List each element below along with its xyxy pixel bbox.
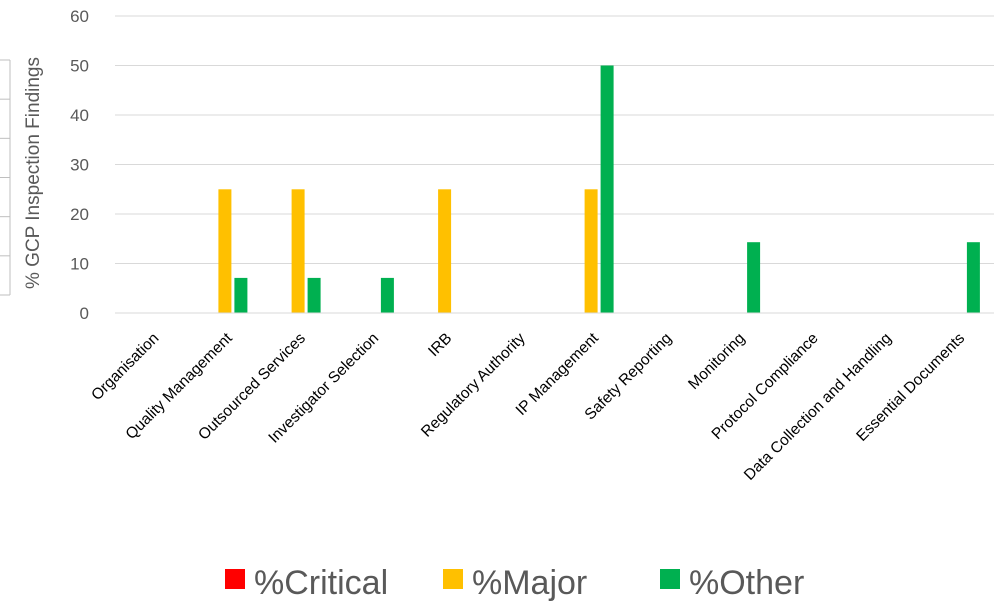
y-tick-label: 0 bbox=[80, 304, 89, 323]
bar bbox=[600, 65, 614, 313]
bar bbox=[234, 277, 248, 313]
y-tick-label: 30 bbox=[70, 156, 89, 175]
y-tick-label: 60 bbox=[70, 7, 89, 26]
bars bbox=[218, 65, 980, 314]
bar bbox=[380, 277, 394, 313]
y-tick-label: 20 bbox=[70, 205, 89, 224]
bar bbox=[747, 242, 761, 313]
bar bbox=[584, 189, 598, 314]
y-tick-label: 50 bbox=[70, 57, 89, 76]
y-tick-label: 10 bbox=[70, 255, 89, 274]
legend-swatch bbox=[660, 569, 680, 589]
y-axis-ruler bbox=[0, 59, 11, 296]
y-tick-labels: 0 10 20 30 40 50 60 bbox=[70, 7, 89, 323]
x-tick-label: IRB bbox=[425, 330, 455, 360]
y-axis-title: % GCP Inspection Findings bbox=[23, 57, 44, 289]
bar bbox=[218, 189, 232, 314]
bar bbox=[438, 189, 452, 314]
legend-label: %Major bbox=[472, 564, 587, 602]
bar bbox=[966, 242, 980, 313]
gridlines bbox=[115, 15, 994, 264]
legend-label: %Critical bbox=[254, 564, 388, 602]
x-tick-label: Organisation bbox=[88, 330, 162, 404]
legend-label: %Other bbox=[689, 564, 804, 602]
y-tick-label: 40 bbox=[70, 106, 89, 125]
legend: %Critical %Major %Other bbox=[225, 564, 804, 602]
x-tick-label: Data Collection and Handling bbox=[741, 330, 895, 484]
x-tick-label: Monitoring bbox=[685, 330, 748, 393]
bar bbox=[307, 277, 321, 313]
legend-swatch bbox=[225, 569, 245, 589]
legend-swatch bbox=[443, 569, 463, 589]
bar bbox=[291, 189, 305, 314]
